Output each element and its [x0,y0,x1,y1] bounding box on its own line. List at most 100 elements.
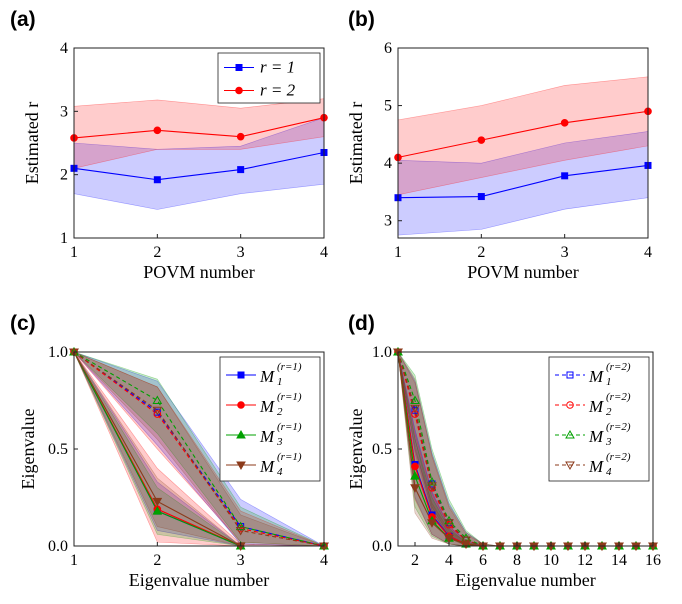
data-point [427,476,437,486]
legend-label: M [588,427,604,446]
legend-superscript: (r=1) [277,421,302,433]
legend-superscript: (r=2) [606,421,631,433]
legend-subscript: 1 [277,376,283,388]
y-tick-label: 3 [60,103,68,120]
series-line-2 [398,110,648,158]
x-tick-label: 4 [445,552,453,569]
confidence-band-7 [74,352,324,546]
legend-superscript: (r=1) [277,451,302,463]
confidence-band-5 [74,352,324,546]
y-axis-label: Eigenvalue [346,409,366,490]
x-tick-label: 3 [561,244,569,261]
legend-label: M [588,397,604,416]
point-marker [410,484,420,493]
point-marker [235,521,246,531]
series-line-3 [398,352,653,546]
panel-label: (c) [10,312,36,335]
legend-label: M [259,397,275,416]
legend-box [217,52,321,104]
point-marker [152,395,163,404]
data-point [152,406,163,416]
point-marker [560,119,569,127]
x-axis-label: POVM number [467,262,579,282]
point-marker [153,176,161,184]
data-point [561,172,569,180]
x-tick-label: 14 [611,552,627,569]
legend-label: M [588,457,604,476]
data-point [411,410,419,418]
legend-subscript: 4 [277,466,283,478]
data-point [410,404,420,414]
axes-frame [397,47,649,239]
point-marker [444,519,454,528]
point-marker [152,506,163,515]
legend-marker [235,86,243,95]
y-axis-label: Estimated r [346,102,366,184]
series-line-7 [398,352,653,546]
legend-label: M [259,457,275,476]
x-tick-label: 1 [394,244,402,261]
point-marker [410,471,420,480]
data-point [153,176,161,184]
legend-marker [566,401,574,409]
point-marker [410,395,420,404]
y-tick-label: 1.0 [372,344,392,361]
y-tick-label: 4 [384,155,392,172]
panel-2: (b) 1 2 3 4 3 4 5 6 POVM number Estimated r [346,8,652,282]
data-point [152,395,163,404]
point-marker [427,476,437,486]
series-line-1 [398,164,648,199]
data-point [477,136,486,144]
panel-label: (b) [348,8,375,31]
x-tick-label: 1 [70,244,78,261]
y-tick-label: 0.5 [48,441,68,458]
x-tick-label: 2 [153,244,161,261]
y-tick-label: 6 [384,40,392,57]
point-marker [152,497,163,507]
point-marker [561,172,569,180]
legend-subscript: 2 [277,406,283,418]
point-marker [444,515,454,525]
point-marker [477,136,486,144]
legend-superscript: (r=1) [277,361,302,373]
confidence-band-1 [398,131,648,236]
x-tick-label: 4 [320,244,328,261]
point-marker [237,166,245,174]
legend-subscript: 4 [606,466,612,478]
series-line-6 [398,352,653,546]
x-tick-label: 8 [513,552,521,569]
data-point [411,462,419,471]
legend-superscript: (r=2) [606,451,631,463]
legend: r = 1 r = 2 [217,52,321,104]
legend: M 1(r=2)M 2(r=2)M 3(r=2)M 4(r=2) [548,356,650,482]
legend: M 1(r=1)M 2(r=1)M 3(r=1)M 4(r=1) [219,356,321,482]
point-marker [477,193,485,201]
legend-marker [236,429,246,439]
legend-marker [565,429,575,439]
legend-subscript: 1 [606,376,612,388]
legend-marker [235,64,243,71]
panel-3: (c) 1 2 3 4 0.0 0.5 1.0 Eigenvalue number Eigenva… [10,312,329,590]
data-point [427,519,437,528]
legend-subscript: 3 [605,436,612,448]
x-tick-label: 2 [153,552,161,569]
series-line-3 [74,352,324,546]
legend-superscript: (r=2) [606,391,631,403]
series-line-7 [74,352,324,546]
data-point [152,506,163,515]
confidence-band-6 [74,352,324,546]
legend-label: r = 2 [260,81,296,100]
legend-box [219,356,321,482]
data-point [461,540,471,550]
x-axis-label: POVM number [143,262,255,282]
y-tick-label: 1 [60,230,68,247]
confidence-band-1 [74,117,324,210]
legend-label: r = 1 [260,58,295,77]
legend-superscript: (r=1) [277,391,302,403]
point-marker [461,540,471,550]
data-point [560,119,569,127]
legend-marker [237,371,245,379]
y-tick-label: 5 [384,98,392,115]
legend-marker [565,461,575,471]
data-point [153,410,162,418]
